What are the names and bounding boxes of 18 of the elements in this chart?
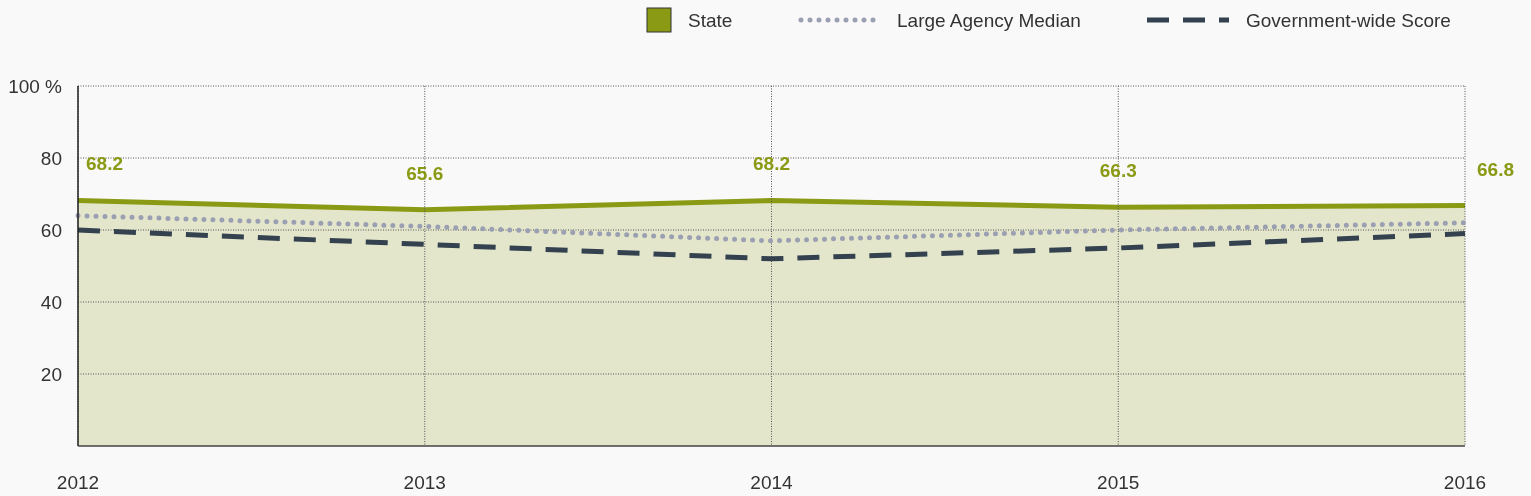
x-tick-label: 2012 <box>56 472 100 493</box>
legend-label: State <box>688 10 733 31</box>
legend-label: Large Agency Median <box>897 10 1081 31</box>
y-tick-label: 80 <box>40 148 62 169</box>
data-label: 68.2 <box>753 153 790 175</box>
x-tick-label: 2013 <box>403 472 446 493</box>
x-tick-label: 2016 <box>1443 472 1487 493</box>
data-label: 68.2 <box>86 153 123 175</box>
data-label: 66.3 <box>1099 160 1137 182</box>
y-tick-label: 100 % <box>8 76 63 97</box>
legend-label: Government-wide Score <box>1246 10 1451 31</box>
data-label: 66.8 <box>1477 158 1514 180</box>
x-tick-label: 2014 <box>750 472 794 493</box>
data-label: 65.6 <box>406 162 444 184</box>
y-tick-label: 40 <box>40 292 62 313</box>
y-tick-label: 20 <box>40 364 62 385</box>
x-tick-label: 2015 <box>1097 472 1140 493</box>
y-tick-label: 60 <box>40 220 62 241</box>
